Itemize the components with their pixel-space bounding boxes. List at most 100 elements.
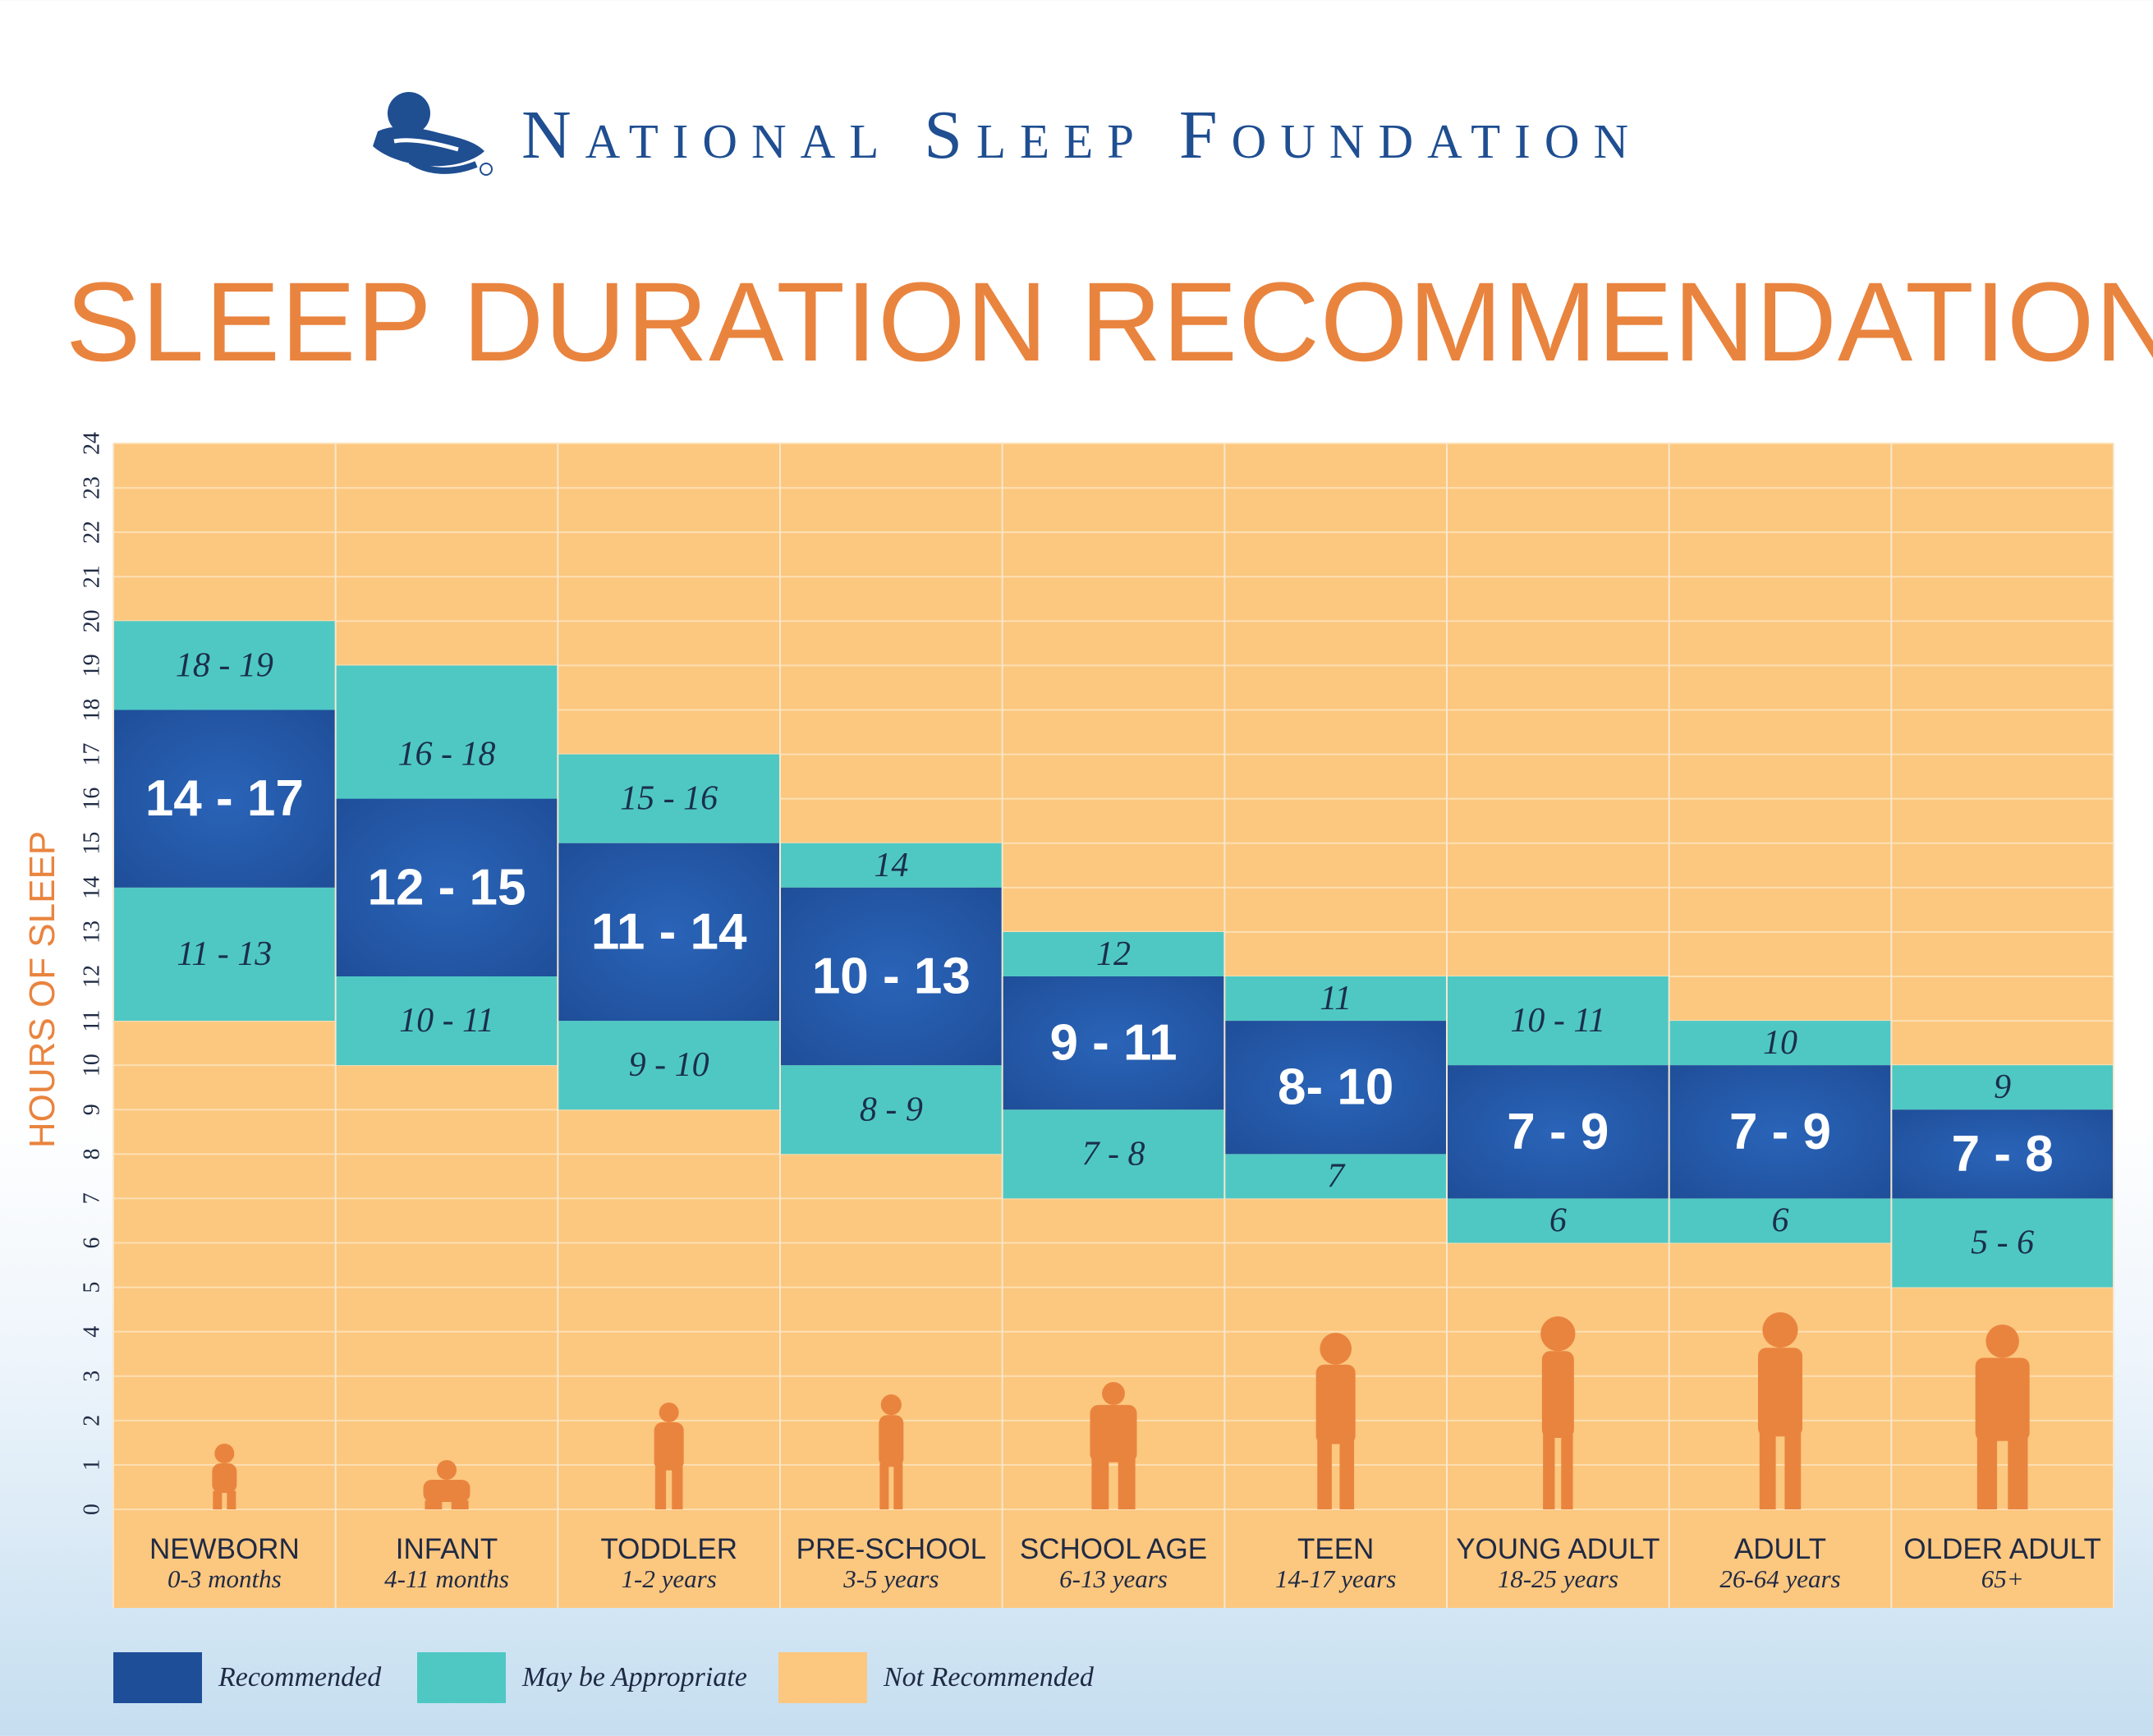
- lower-range-label: 10 - 11: [399, 1002, 494, 1040]
- recommended-range-label: 12 - 15: [367, 859, 526, 916]
- lower-range-label: 9 - 10: [629, 1046, 709, 1084]
- lower-range-label: 11 - 13: [177, 935, 272, 973]
- y-tick-label: 9: [80, 1104, 105, 1115]
- y-tick-label: 19: [80, 654, 105, 677]
- may-be-appropriate-upper-bar: [1447, 976, 1669, 1066]
- infant-silhouette-icon: [423, 1460, 471, 1509]
- upper-range-label: 12: [1096, 935, 1131, 973]
- y-tick-label: 17: [80, 743, 105, 766]
- brand-logo: National Sleep Foundation: [361, 82, 1921, 189]
- lower-range-label: 6: [1772, 1201, 1789, 1239]
- may-be-appropriate-lower-bar: [780, 1065, 1003, 1155]
- category-name: NEWBORN: [149, 1533, 300, 1565]
- recommended-range-label: 7 - 9: [1507, 1104, 1609, 1160]
- category-age-range: 65+: [1981, 1564, 2024, 1593]
- may-be-appropriate-upper-bar: [1224, 976, 1447, 1022]
- recommended-range-label: 8- 10: [1278, 1059, 1393, 1116]
- category-name: YOUNG ADULT: [1456, 1533, 1660, 1565]
- young-adult-silhouette-icon: [1540, 1316, 1576, 1509]
- lower-range-label: 6: [1549, 1201, 1567, 1239]
- y-tick-label: 13: [80, 921, 105, 944]
- y-tick-label: 15: [80, 832, 105, 855]
- may-be-appropriate-lower-bar: [335, 976, 558, 1066]
- y-tick-label: 1: [80, 1459, 105, 1471]
- lower-range-label: 7 - 8: [1082, 1135, 1145, 1173]
- category-age-range: 3-5 years: [842, 1564, 939, 1593]
- may-be-appropriate-upper-bar: [780, 843, 1003, 888]
- y-tick-label: 22: [80, 521, 105, 544]
- recommended-bar: [113, 710, 336, 888]
- recommended-range-label: 7 - 9: [1729, 1104, 1831, 1160]
- brand-name: National Sleep Foundation: [521, 97, 1643, 173]
- recommended-bar: [1224, 1021, 1447, 1155]
- y-tick-label: 12: [80, 965, 105, 988]
- y-tick-label: 0: [80, 1504, 105, 1515]
- category-name: SCHOOL AGE: [1020, 1533, 1207, 1565]
- recommended-bar: [780, 887, 1003, 1066]
- page-title: SLEEP DURATION RECOMMENDATIONS: [66, 259, 2153, 385]
- y-tick-label: 14: [80, 876, 105, 899]
- may-be-appropriate-upper-bar: [558, 754, 780, 843]
- teen-silhouette-icon: [1315, 1333, 1356, 1509]
- sleep-chart: 0123456789101112131415161718192021222324…: [80, 432, 2114, 1608]
- upper-range-label: 10 - 11: [1510, 1002, 1605, 1040]
- category-name: INFANT: [396, 1533, 498, 1565]
- recommended-bar: [1002, 976, 1225, 1110]
- y-tick-label: 24: [80, 432, 105, 455]
- may-be-appropriate-lower-bar: [113, 887, 336, 1022]
- category-age-range: 1-2 years: [622, 1564, 717, 1593]
- category-age-range: 18-25 years: [1498, 1564, 1618, 1593]
- category-name: TODDLER: [600, 1533, 737, 1565]
- recommended-bar: [558, 843, 780, 1022]
- y-tick-label: 3: [80, 1371, 105, 1382]
- y-tick-label: 23: [80, 476, 105, 499]
- lower-range-label: 8 - 9: [860, 1091, 923, 1128]
- category-name: PRE-SCHOOL: [796, 1533, 986, 1565]
- y-tick-label: 11: [80, 1010, 105, 1032]
- upper-range-label: 18 - 19: [176, 646, 273, 684]
- upper-range-label: 10: [1763, 1024, 1797, 1062]
- category-age-range: 0-3 months: [168, 1564, 282, 1593]
- recommended-bar: [1891, 1109, 2114, 1199]
- may-be-appropriate-upper-bar: [1891, 1065, 2114, 1110]
- recommended-bar: [1447, 1065, 1669, 1199]
- recommended-range-label: 14 - 17: [145, 770, 304, 827]
- category-age-range: 4-11 months: [384, 1564, 509, 1593]
- may-be-appropriate-upper-bar: [113, 621, 336, 710]
- upper-range-label: 16 - 18: [398, 736, 496, 774]
- recommended-bar: [1669, 1065, 1892, 1199]
- recommended-range-label: 9 - 11: [1049, 1015, 1177, 1072]
- upper-range-label: 11: [1320, 980, 1352, 1017]
- recommended-range-label: 11 - 14: [591, 903, 747, 960]
- y-tick-label: 4: [80, 1326, 105, 1338]
- y-tick-label: 2: [80, 1415, 105, 1426]
- toddler-silhouette-icon: [654, 1403, 684, 1509]
- y-tick-label: 20: [80, 609, 105, 632]
- legend-swatch: [417, 1652, 506, 1703]
- y-tick-label: 10: [80, 1054, 105, 1077]
- legend-swatch: [778, 1652, 867, 1703]
- may-be-appropriate-lower-bar: [1669, 1198, 1892, 1243]
- y-tick-label: 6: [80, 1238, 105, 1249]
- category-age-range: 14-17 years: [1275, 1564, 1396, 1593]
- upper-range-label: 9: [1994, 1068, 2011, 1106]
- lower-range-label: 7: [1327, 1157, 1346, 1195]
- category-age-range: 26-64 years: [1719, 1564, 1840, 1593]
- may-be-appropriate-lower-bar: [1447, 1198, 1669, 1243]
- may-be-appropriate-lower-bar: [558, 1021, 780, 1110]
- y-tick-label: 8: [80, 1148, 105, 1160]
- category-age-range: 6-13 years: [1059, 1564, 1168, 1593]
- y-tick-label: 21: [80, 565, 105, 588]
- may-be-appropriate-lower-bar: [1002, 1109, 1225, 1199]
- upper-range-label: 14: [874, 847, 908, 884]
- sleeping-person-icon: [373, 92, 493, 176]
- may-be-appropriate-lower-bar: [1224, 1154, 1447, 1199]
- legend-label: Not Recommended: [884, 1662, 1094, 1692]
- recommended-range-label: 10 - 13: [812, 948, 971, 1005]
- category-name: TEEN: [1297, 1533, 1374, 1565]
- older-adult-silhouette-icon: [1975, 1325, 2030, 1509]
- may-be-appropriate-lower-bar: [1891, 1198, 2114, 1288]
- category-name: OLDER ADULT: [1903, 1533, 2101, 1565]
- upper-range-label: 15 - 16: [620, 780, 718, 818]
- may-be-appropriate-upper-bar: [1669, 1021, 1892, 1066]
